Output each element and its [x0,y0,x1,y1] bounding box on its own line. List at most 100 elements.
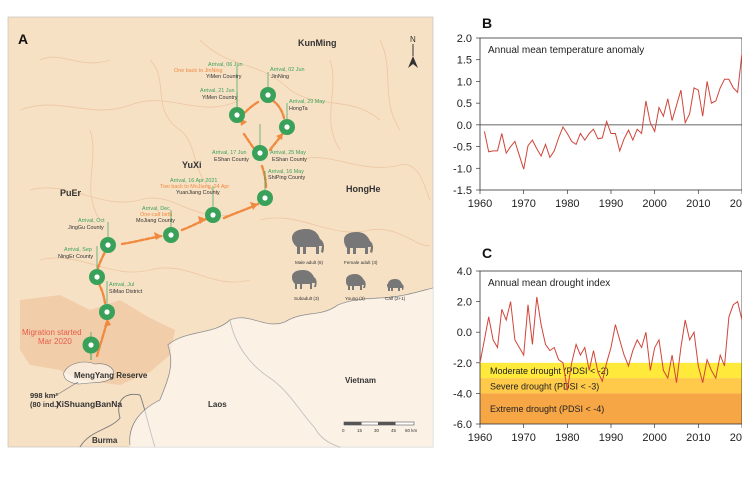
svg-text:N: N [410,35,416,44]
svg-text:JingGu County: JingGu County [68,225,104,231]
svg-text:15: 15 [357,428,363,433]
svg-text:Arrival, 29 May: Arrival, 29 May [289,99,325,105]
x-tick-label: 20 [730,432,742,444]
pin-icon [100,237,116,253]
region-kunming: KunMing [298,38,337,48]
y-tick-label: 2.0 [457,33,472,45]
svg-text:Arrival, Dec: Arrival, Dec [142,206,170,212]
county-boundaries [19,39,431,283]
elephant-icon [387,279,404,291]
legend-label: Subadult (3) [294,296,319,301]
chart-b-series-line [483,53,742,170]
scale-bar: 0 15 30 45 60 km [342,421,418,433]
svg-text:60 km: 60 km [405,428,418,433]
elephant-legend: Male adult (6) Female adult (3) Subadult… [292,229,406,301]
region-vietnam: Vietnam [345,376,376,385]
region-honghe: HongHe [346,184,381,194]
elephant-icon [292,229,324,254]
outside-region [129,288,433,447]
elephant-icon [292,270,317,289]
svg-text:SiMao District: SiMao District [109,289,143,295]
x-tick-label: 1990 [599,432,623,444]
svg-text:MoJiang County: MoJiang County [136,218,175,224]
migration-start-line1: Migration started [22,328,82,337]
svg-text:YuanJiang County: YuanJiang County [176,190,220,196]
y-tick-label: -0.5 [453,142,472,154]
svg-text:HongTa: HongTa [289,106,308,112]
svg-text:0: 0 [342,428,345,433]
reserve-population: (80 ind.) [30,400,59,409]
svg-text:ShiPing County: ShiPing County [268,175,305,181]
leader-lines [90,66,288,337]
x-tick-label: 1980 [555,432,579,444]
pin-icon [163,227,179,243]
y-tick-label: -2.0 [453,358,472,370]
region-laos: Laos [208,400,227,409]
svg-text:YiMen Country: YiMen Country [206,74,242,80]
x-tick-label: 2010 [686,432,710,444]
region-burma: Burma [92,436,118,445]
drought-band-label: Extreme drought (PDSI < -4) [490,404,604,414]
svg-text:EShan County: EShan County [272,157,307,163]
chart-b-frame [479,37,742,191]
legend-label: Young (3) [345,296,365,301]
pin-icon [205,207,221,223]
x-tick-label: 1980 [555,198,579,210]
y-tick-label: 0.0 [457,120,472,132]
svg-text:Arrival, 16 May: Arrival, 16 May [268,169,304,175]
map-panel: A N KunMing YuXi PuEr HongHe Vietnam Lao… [7,16,434,448]
pin-icon [99,304,115,320]
pin-icon [229,107,245,123]
x-tick-label: 20 [730,198,742,210]
svg-text:Arrival, Sep: Arrival, Sep [64,247,92,253]
reserve-outline [63,361,115,385]
x-tick-label: 1960 [468,198,492,210]
x-tick-label: 1970 [511,198,535,210]
svg-text:Arrival, 16 Apr 2021: Arrival, 16 Apr 2021 [170,178,217,184]
svg-text:Arrival, 02 Jun: Arrival, 02 Jun [270,67,304,73]
drought-chart: C Moderate drought (PDSI < -2) Severe dro… [453,245,742,444]
x-tick-label: 2000 [642,198,666,210]
reserve-area: 998 km² [30,391,58,400]
pin-icon [89,269,105,285]
y-tick-label: 0.5 [457,98,472,110]
pin-icon [279,119,295,135]
legend-label: Female adult (3) [344,260,378,265]
pin-icon [252,145,268,161]
svg-text:30: 30 [374,428,380,433]
svg-text:45: 45 [391,428,397,433]
x-tick-label: 1960 [468,432,492,444]
x-tick-label: 1990 [599,198,623,210]
y-tick-label: -1.5 [453,185,472,197]
svg-text:YiMen Country: YiMen Country [202,95,238,101]
pin-icon [260,87,276,103]
reserve-leader [54,381,79,397]
svg-text:Arrival, 25 May: Arrival, 25 May [270,150,306,156]
y-tick-label: -6.0 [453,419,472,431]
y-tick-label: 1.0 [457,76,472,88]
svg-text:NingEr County: NingEr County [58,254,93,260]
chart-c-title: Annual mean drought index [488,278,610,289]
y-tick-label: 2.0 [457,297,472,309]
drought-band [480,362,742,379]
region-xishuangbanna: XiShuangBanNa [56,399,122,409]
svg-text:Two back to MoJiang, 24 Apr: Two back to MoJiang, 24 Apr [160,184,229,190]
x-tick-label: 2000 [642,432,666,444]
svg-text:Arrival, 21 Jun: Arrival, 21 Jun [200,88,234,94]
y-tick-label: 0.0 [457,327,472,339]
chart-c-series-line [479,296,742,391]
chart-b-x-ticks: 1960 1970 1980 1990 2000 2010 20 [468,190,742,210]
